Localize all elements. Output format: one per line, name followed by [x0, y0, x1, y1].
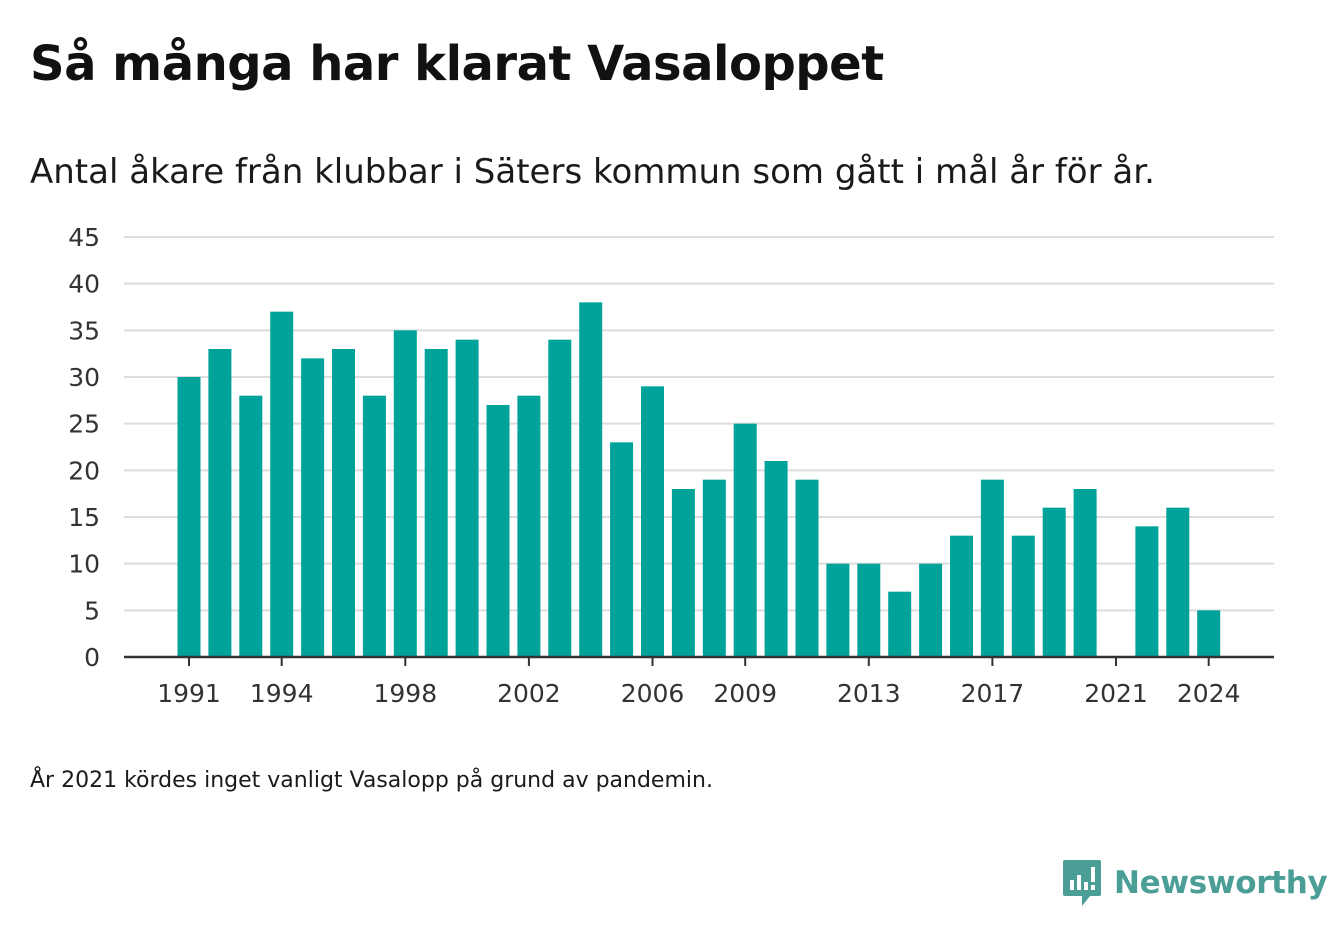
- bar: [177, 377, 201, 657]
- bar: [1197, 610, 1221, 657]
- bar: [455, 339, 479, 657]
- bar: [1073, 489, 1097, 657]
- y-tick-label: 10: [68, 550, 100, 579]
- x-tick-label: 2009: [713, 679, 777, 708]
- x-tick-label: 2002: [497, 679, 561, 708]
- bar: [393, 330, 417, 657]
- bar: [270, 311, 294, 657]
- bar: [826, 563, 850, 657]
- x-tick-label: 1991: [157, 679, 221, 708]
- x-tick-label: 1998: [373, 679, 437, 708]
- footnote: År 2021 kördes inget vanligt Vasalopp på…: [30, 768, 713, 793]
- bar: [424, 349, 448, 657]
- bar: [362, 395, 386, 657]
- bar: [610, 442, 634, 657]
- x-tick-label: 2024: [1177, 679, 1241, 708]
- y-tick-label: 5: [84, 596, 100, 625]
- bar: [950, 535, 973, 657]
- brand-logo: Newsworthy: [1062, 858, 1328, 908]
- y-tick-label: 40: [68, 270, 100, 299]
- x-tick-label: 1994: [250, 679, 314, 708]
- newsworthy-logo-icon: [1063, 860, 1101, 906]
- y-tick-label: 30: [68, 363, 100, 392]
- grid-lines: [124, 236, 1274, 612]
- y-tick-label: 15: [68, 503, 100, 532]
- bar: [919, 563, 943, 657]
- bar: [888, 591, 912, 657]
- bar: [208, 349, 232, 657]
- bar: [1135, 526, 1159, 657]
- x-tick-label: 2006: [621, 679, 685, 708]
- x-tick-label: 2017: [961, 679, 1025, 708]
- bar: [1166, 507, 1190, 657]
- bar: [301, 358, 325, 657]
- bar: [857, 563, 881, 657]
- y-tick-label: 45: [68, 223, 100, 252]
- bar: [1042, 507, 1066, 657]
- bar: [239, 395, 263, 657]
- y-tick-label: 25: [68, 410, 100, 439]
- bar: [980, 479, 1004, 657]
- bar: [548, 339, 572, 657]
- bars: [177, 302, 1221, 657]
- y-axis-ticks: 0 5 10 15 20 25 30 35 40 45: [68, 223, 100, 672]
- brand-name: Newsworthy: [1114, 865, 1328, 901]
- bar: [641, 386, 664, 657]
- bar: [1011, 535, 1035, 657]
- bar: [579, 302, 603, 657]
- x-tick-label: 2021: [1084, 679, 1148, 708]
- y-tick-label: 35: [68, 316, 100, 345]
- bar: [486, 405, 510, 657]
- chart-title: Så många har klarat Vasaloppet: [30, 36, 884, 92]
- x-axis-ticks: 1991 1994 1998 2002 2006 2009 2013 2017 2021 2024: [157, 657, 1241, 708]
- bar: [795, 479, 819, 657]
- y-tick-label: 0: [84, 643, 100, 672]
- y-tick-label: 20: [68, 456, 100, 485]
- bar: [733, 423, 757, 657]
- bar: [517, 395, 541, 657]
- x-tick-label: 2013: [837, 679, 901, 708]
- bar-chart: 0 5 10 15 20 25 30 35 40 45 1991 1994 1998 2002 2006 2…: [68, 223, 1274, 708]
- bar: [702, 479, 726, 657]
- bar: [671, 489, 695, 657]
- bar: [332, 349, 355, 657]
- bar: [764, 461, 788, 657]
- chart-subtitle: Antal åkare från klubbar i Säters kommun…: [30, 152, 1155, 192]
